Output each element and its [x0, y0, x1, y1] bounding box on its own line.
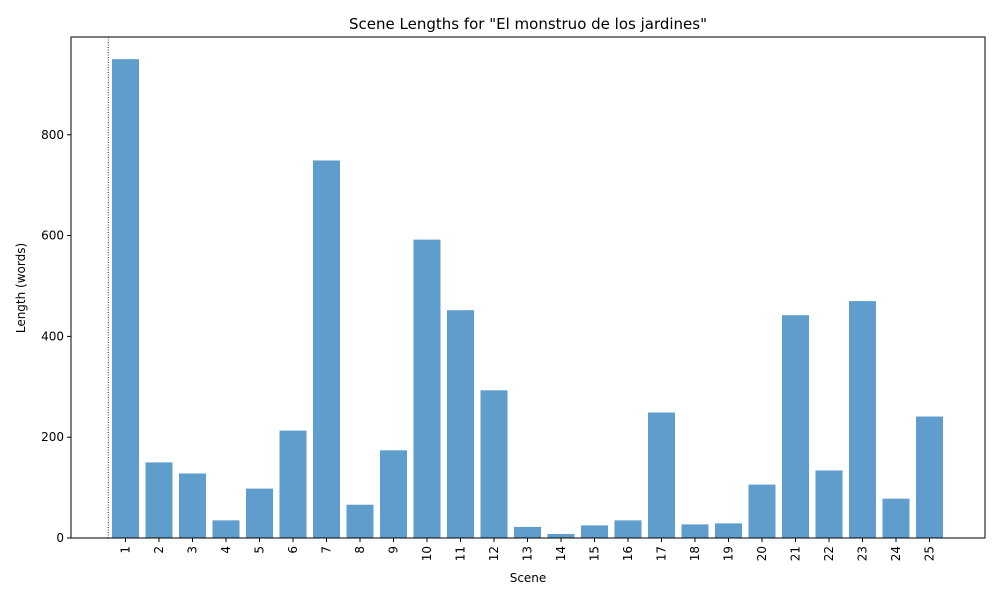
bars-group — [112, 59, 943, 539]
x-tick-label: 22 — [822, 546, 836, 561]
bar-scene-13 — [514, 526, 541, 538]
bar-scene-14 — [547, 533, 575, 538]
x-tick-label: 17 — [655, 546, 669, 561]
bar-scene-2 — [145, 462, 173, 538]
x-axis-label: Scene — [510, 571, 547, 585]
bar-scene-6 — [279, 430, 307, 538]
x-tick-label: 10 — [420, 546, 434, 561]
bar-scene-19 — [715, 523, 742, 538]
x-tick-label: 4 — [219, 546, 233, 554]
bar-scene-10 — [413, 239, 441, 538]
chart-title: Scene Lengths for "El monstruo de los ja… — [349, 15, 707, 33]
bar-scene-21 — [782, 315, 809, 538]
x-tick-label: 3 — [186, 546, 200, 554]
bar-scene-24 — [882, 498, 910, 538]
bar-scene-15 — [581, 525, 608, 538]
bar-scene-5 — [246, 488, 273, 538]
bar-scene-9 — [380, 450, 407, 538]
x-tick-label: 18 — [688, 546, 702, 561]
x-tick-label: 11 — [454, 546, 468, 561]
y-axis-label: Length (words) — [14, 243, 28, 333]
x-tick-label: 13 — [521, 546, 535, 561]
x-tick-label: 15 — [588, 546, 602, 561]
x-tick-label: 6 — [286, 546, 300, 554]
bar-scene-4 — [212, 520, 240, 538]
y-axis: 0 200 400 600 800 — [41, 128, 71, 545]
plot-frame — [70, 36, 986, 539]
x-tick-label: 12 — [487, 546, 501, 561]
y-tick-label: 400 — [41, 329, 64, 343]
bar-scene-18 — [681, 524, 709, 538]
bar-scene-7 — [313, 160, 340, 539]
bar-scene-11 — [447, 310, 474, 538]
bar-scene-20 — [748, 484, 776, 538]
x-tick-label: 19 — [722, 546, 736, 561]
x-tick-label: 20 — [755, 546, 769, 561]
bar-scene-17 — [648, 412, 675, 538]
y-tick-label: 600 — [41, 229, 64, 243]
x-tick-label: 1 — [119, 546, 133, 554]
y-tick-label: 200 — [41, 430, 64, 444]
bar-scene-3 — [179, 473, 206, 538]
y-tick-label: 800 — [41, 128, 64, 142]
x-axis: 1 2 3 4 5 6 7 8 9 10 11 12 13 14 15 16 17 18 19 20 21 22 23 24 2… — [119, 538, 937, 561]
x-tick-label: 14 — [554, 546, 568, 561]
x-tick-label: 5 — [253, 546, 267, 554]
x-tick-label: 25 — [923, 546, 937, 561]
bar-scene-22 — [815, 470, 843, 538]
x-tick-label: 23 — [856, 546, 870, 561]
y-tick-label: 0 — [56, 531, 64, 545]
bar-scene-25 — [916, 416, 943, 538]
x-tick-label: 16 — [621, 546, 635, 561]
bar-scene-8 — [346, 504, 374, 538]
bar-scene-16 — [614, 520, 642, 538]
x-tick-label: 8 — [353, 546, 367, 554]
x-tick-label: 2 — [152, 546, 166, 554]
x-tick-label: 9 — [387, 546, 401, 554]
x-tick-label: 7 — [320, 546, 334, 554]
bar-scene-12 — [480, 390, 508, 538]
bar-scene-23 — [849, 301, 876, 538]
x-tick-label: 21 — [789, 546, 803, 561]
bar-scene-1 — [112, 59, 139, 538]
x-tick-label: 24 — [889, 546, 903, 561]
